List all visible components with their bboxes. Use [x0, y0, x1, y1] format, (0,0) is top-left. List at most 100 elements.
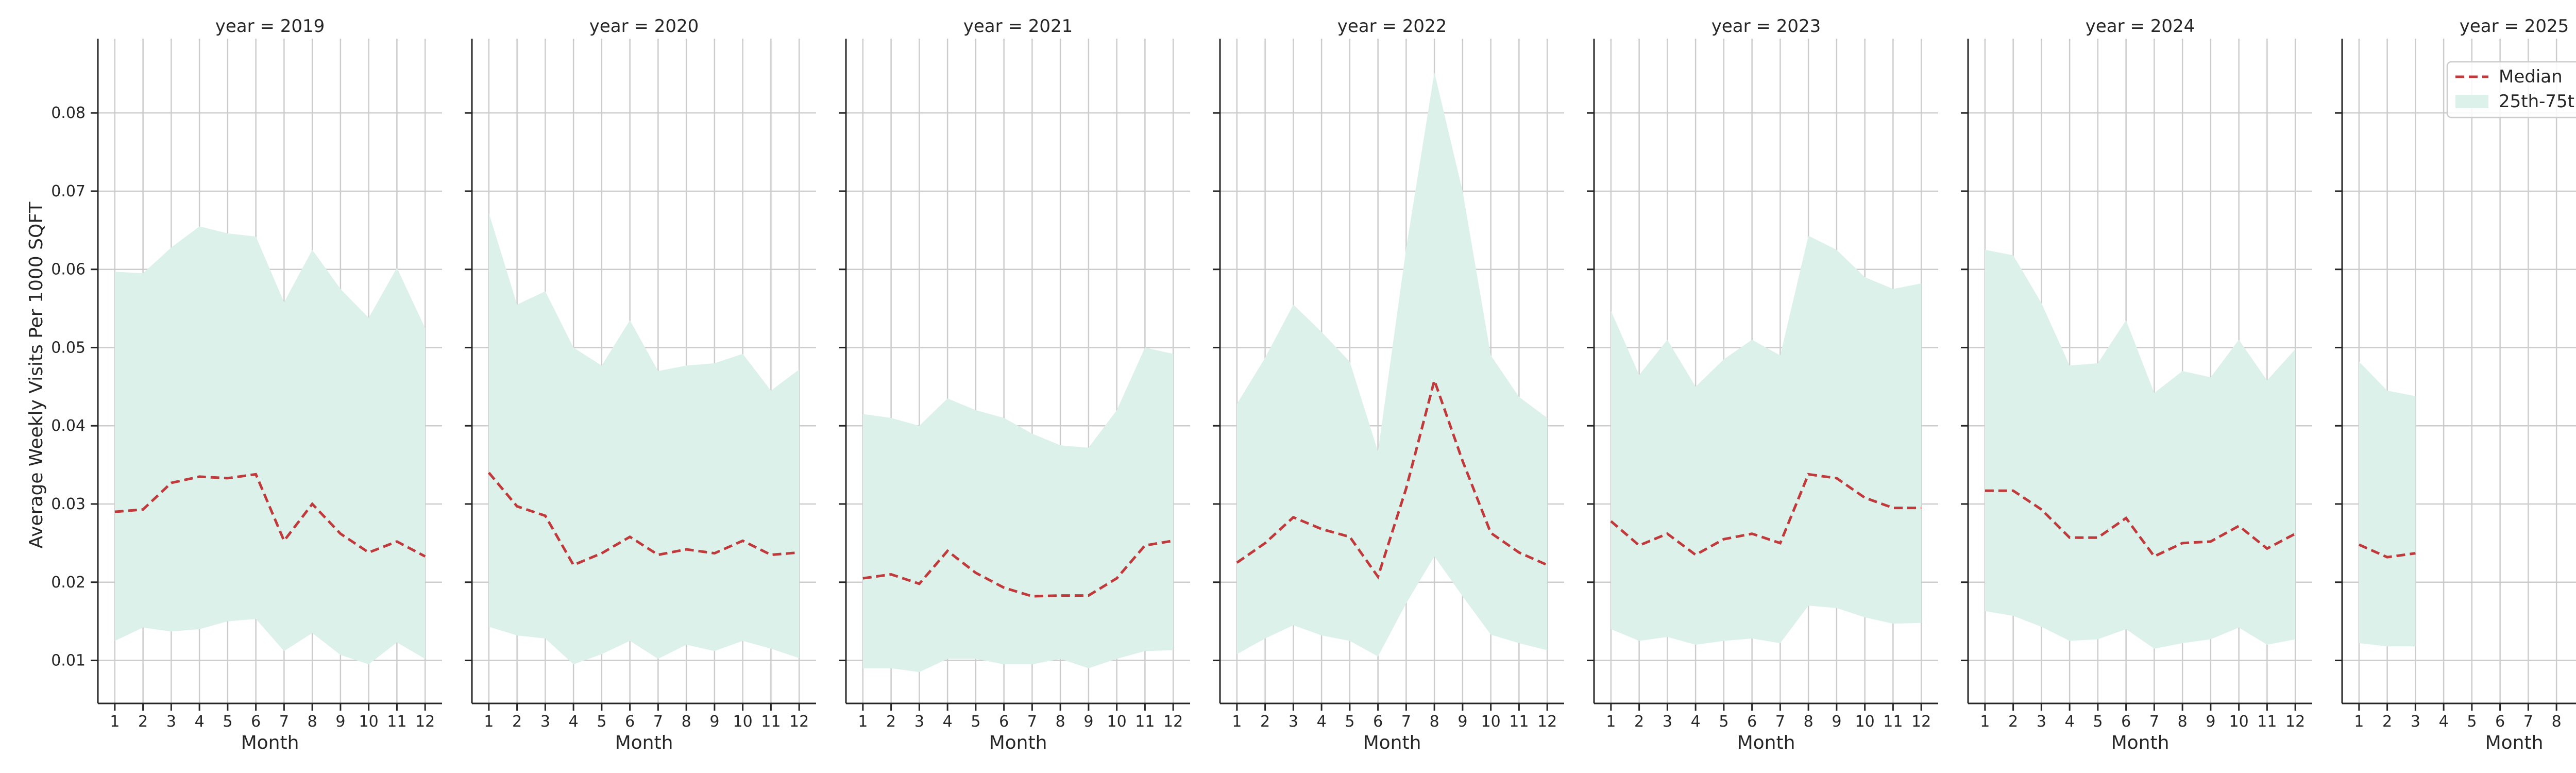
y-tick-label: 0.01 [51, 652, 86, 670]
median-line-2024 [1985, 489, 2296, 558]
x-tick-label: 5 [2467, 713, 2477, 731]
facet-title: year = 2022 [1337, 16, 1447, 37]
x-axis-label: Month [1363, 732, 1421, 753]
panel-2019: year = 2019 0.01 0.02 0.03 0.04 0.05 0.06 0.07 0… [51, 16, 442, 753]
x-tick-label: 7 [2523, 713, 2533, 731]
median-line-2019 [114, 473, 426, 558]
x-tick-label: 1 [1232, 713, 1242, 731]
x-tick-label: 2 [2008, 713, 2018, 731]
x-tick-label: 2 [512, 713, 522, 731]
percentile-band-2020 [488, 213, 800, 665]
y-axis-label: Average Weekly Visits Per 1000 SQFT [26, 201, 47, 549]
x-axis-label: Month [1737, 732, 1795, 753]
median-line-2023 [1610, 473, 1922, 557]
x-tick-label: 8 [308, 713, 317, 731]
x-tick-label: 11 [1135, 713, 1155, 731]
x-tick-label: 1 [484, 713, 494, 731]
x-tick-label: 4 [2065, 713, 2075, 731]
x-tick-label: 12 [1537, 713, 1557, 731]
x-tick-label: 11 [1509, 713, 1529, 731]
x-tick-label: 7 [1401, 713, 1411, 731]
x-tick-label: 3 [914, 713, 924, 731]
x-tick-label: 3 [2037, 713, 2046, 731]
y-tick-label: 0.05 [51, 339, 86, 357]
x-tick-label: 3 [166, 713, 176, 731]
facet-title: year = 2019 [215, 16, 325, 37]
x-tick-label: 11 [1883, 713, 1903, 731]
x-tick-label: 6 [2495, 713, 2505, 731]
x-tick-label: 11 [387, 713, 406, 731]
x-tick-label: 6 [625, 713, 635, 731]
x-tick-label: 12 [1163, 713, 1183, 731]
x-tick-label: 3 [2411, 713, 2420, 731]
facet-title: year = 2023 [1711, 16, 1821, 37]
x-tick-label: 4 [2439, 713, 2449, 731]
x-tick-label: 4 [195, 713, 205, 731]
x-tick-label: 5 [1719, 713, 1728, 731]
x-tick-label: 2 [1260, 713, 1270, 731]
facet-title: year = 2024 [2086, 16, 2195, 37]
y-tick-label: 0.02 [51, 574, 86, 592]
x-tick-label: 6 [2121, 713, 2131, 731]
x-tick-label: 10 [733, 713, 753, 731]
x-axis-label: Month [989, 732, 1047, 753]
x-tick-label: 3 [1663, 713, 1672, 731]
x-tick-label: 2 [1634, 713, 1644, 731]
x-tick-label: 5 [223, 713, 232, 731]
x-tick-label: 1 [110, 713, 120, 731]
x-tick-label: 9 [1458, 713, 1467, 731]
x-tick-label: 7 [1775, 713, 1785, 731]
x-tick-label: 9 [1832, 713, 1841, 731]
x-tick-label: 9 [709, 713, 719, 731]
x-tick-label: 1 [1606, 713, 1616, 731]
x-tick-label: 5 [971, 713, 980, 731]
x-tick-label: 6 [1747, 713, 1757, 731]
y-tick-label: 0.06 [51, 261, 86, 279]
x-axis-label: Month [2111, 732, 2170, 753]
x-tick-label: 8 [2552, 713, 2562, 731]
legend-band-swatch [2455, 95, 2488, 108]
x-tick-label: 12 [1911, 713, 1931, 731]
x-tick-label: 12 [415, 713, 435, 731]
panel-2025: year = 2025123456789101112Month [2335, 16, 2576, 753]
x-tick-label: 8 [1056, 713, 1065, 731]
x-tick-label: 7 [1027, 713, 1037, 731]
y-tick-label: 0.03 [51, 495, 86, 513]
percentile-band-2024 [1985, 249, 2296, 649]
x-tick-label: 10 [359, 713, 379, 731]
x-tick-label: 11 [761, 713, 781, 731]
legend-median-label: Median [2499, 66, 2563, 87]
x-tick-label: 10 [2229, 713, 2249, 731]
y-tick-label: 0.08 [51, 104, 86, 122]
x-tick-label: 3 [1289, 713, 1298, 731]
x-tick-label: 1 [2354, 713, 2364, 731]
x-tick-label: 5 [2093, 713, 2103, 731]
x-tick-label: 4 [569, 713, 579, 731]
x-tick-label: 7 [2149, 713, 2159, 731]
x-tick-label: 2 [886, 713, 896, 731]
x-tick-label: 4 [1691, 713, 1701, 731]
x-tick-label: 2 [138, 713, 148, 731]
x-tick-label: 6 [999, 713, 1009, 731]
x-tick-label: 8 [1804, 713, 1814, 731]
x-tick-label: 1 [1980, 713, 1990, 731]
median-line-2021 [862, 539, 1174, 598]
y-tick-label: 0.07 [51, 182, 86, 200]
legend-band-label: 25th-75th Percentile [2499, 91, 2576, 112]
x-tick-label: 8 [2178, 713, 2188, 731]
x-tick-label: 1 [858, 713, 868, 731]
median-line-2025 [2358, 543, 2416, 559]
percentile-band-2019 [114, 226, 426, 665]
x-tick-label: 10 [1481, 713, 1501, 731]
percentile-band-2022 [1236, 72, 1548, 657]
x-tick-label: 6 [251, 713, 261, 731]
x-tick-label: 9 [1083, 713, 1093, 731]
percentile-band-2021 [862, 347, 1174, 673]
x-tick-label: 9 [2206, 713, 2215, 731]
x-tick-label: 7 [279, 713, 289, 731]
x-axis-label: Month [241, 732, 299, 753]
